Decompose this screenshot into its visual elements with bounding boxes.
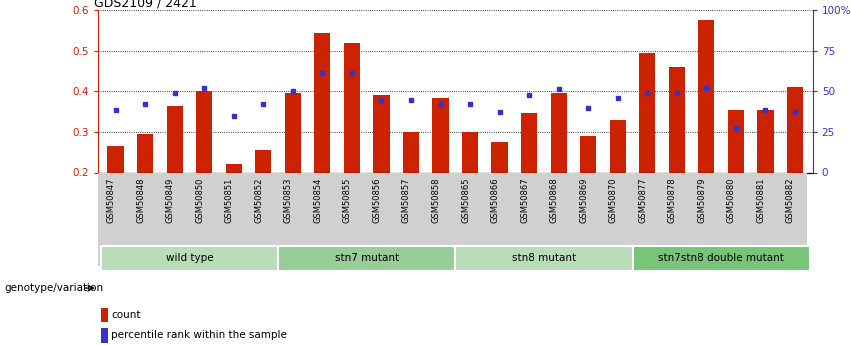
Bar (728, 110, 744, 172)
Bar (285, 93, 301, 172)
Bar (403, 132, 419, 172)
Text: count: count (111, 310, 141, 320)
Text: GSM50880: GSM50880 (727, 177, 736, 223)
Text: GSM50855: GSM50855 (343, 177, 352, 223)
Text: GSM50879: GSM50879 (697, 177, 706, 223)
Bar (757, 110, 774, 172)
Bar (455, 246, 632, 271)
Bar (314, 33, 330, 173)
Text: GSM50882: GSM50882 (786, 177, 795, 223)
Bar (344, 43, 360, 172)
Bar (278, 246, 455, 271)
Bar (196, 91, 213, 172)
Bar (669, 67, 685, 172)
Bar (492, 142, 508, 172)
Bar (374, 96, 390, 172)
Bar (255, 150, 271, 172)
Text: GSM50881: GSM50881 (757, 177, 765, 223)
Text: GSM50867: GSM50867 (520, 177, 529, 223)
Text: GSM50866: GSM50866 (490, 177, 500, 223)
Bar (609, 120, 625, 172)
Bar (101, 308, 108, 322)
Text: GSM50868: GSM50868 (550, 177, 558, 223)
Bar (521, 112, 537, 172)
Bar (226, 165, 242, 172)
Text: stn7stn8 double mutant: stn7stn8 double mutant (658, 253, 784, 263)
Text: GSM50858: GSM50858 (431, 177, 441, 223)
Text: GSM50869: GSM50869 (580, 177, 588, 223)
Bar (632, 246, 810, 271)
Bar (639, 53, 655, 172)
Bar (787, 87, 803, 172)
Text: GSM50850: GSM50850 (195, 177, 204, 223)
Text: GDS2109 / 2421: GDS2109 / 2421 (94, 0, 197, 9)
Text: GSM50848: GSM50848 (136, 177, 146, 223)
Bar (462, 132, 478, 172)
Bar (100, 246, 278, 271)
Text: GSM50854: GSM50854 (313, 177, 323, 223)
Bar (101, 328, 108, 343)
Text: wild type: wild type (166, 253, 214, 263)
Bar (167, 106, 183, 172)
Text: GSM50849: GSM50849 (166, 177, 174, 223)
Text: GSM50851: GSM50851 (225, 177, 234, 223)
Text: GSM50857: GSM50857 (402, 177, 411, 223)
Bar (551, 93, 567, 172)
Text: GSM50865: GSM50865 (461, 177, 470, 223)
Text: GSM50870: GSM50870 (608, 177, 618, 223)
Bar (432, 98, 448, 172)
Bar (698, 20, 715, 172)
Text: GSM50878: GSM50878 (668, 177, 677, 223)
Text: GSM50847: GSM50847 (106, 177, 116, 223)
Bar (107, 146, 123, 172)
Text: GSM50853: GSM50853 (284, 177, 293, 223)
Text: GSM50877: GSM50877 (638, 177, 648, 223)
Bar (580, 136, 597, 172)
Bar (137, 134, 153, 172)
Text: percentile rank within the sample: percentile rank within the sample (111, 331, 288, 341)
Text: GSM50856: GSM50856 (373, 177, 381, 223)
Text: genotype/variation: genotype/variation (4, 283, 103, 293)
Text: GSM50852: GSM50852 (254, 177, 263, 223)
Text: stn7 mutant: stn7 mutant (334, 253, 399, 263)
Text: stn8 mutant: stn8 mutant (511, 253, 576, 263)
